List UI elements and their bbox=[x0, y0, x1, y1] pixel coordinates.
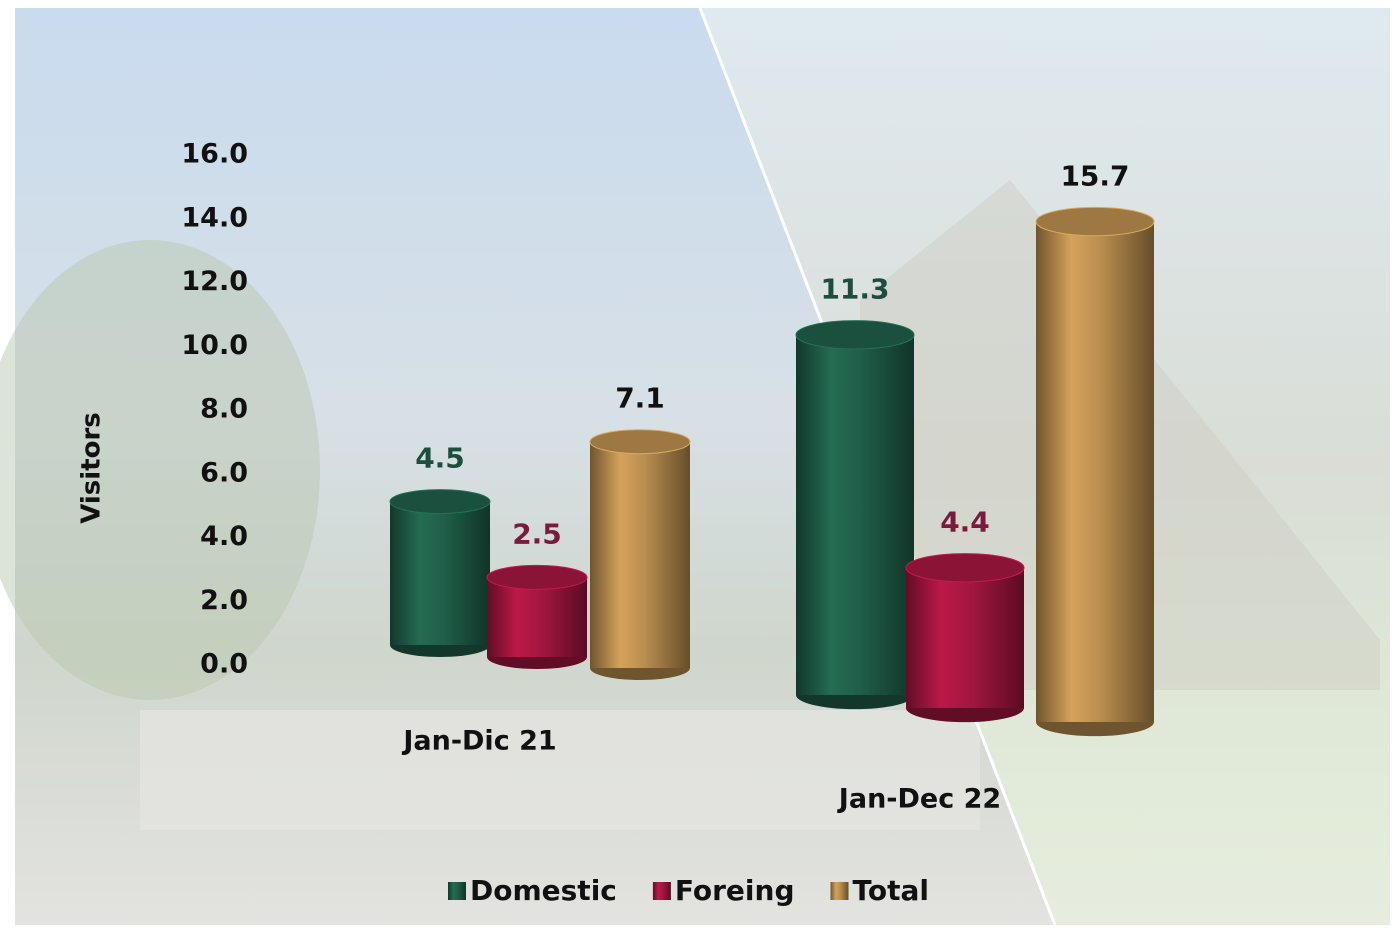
bar bbox=[487, 577, 587, 657]
bar bbox=[390, 501, 490, 645]
y-tick-label: 4.0 bbox=[200, 521, 248, 552]
bar bbox=[906, 567, 1024, 708]
value-label: 4.4 bbox=[940, 506, 990, 539]
bar bbox=[1036, 221, 1154, 722]
y-tick-label: 12.0 bbox=[181, 266, 248, 297]
bar-top bbox=[389, 489, 491, 515]
legend-swatch bbox=[652, 882, 671, 900]
bar bbox=[796, 334, 914, 695]
value-label: 4.5 bbox=[415, 442, 465, 475]
y-tick-label: 10.0 bbox=[181, 330, 248, 361]
y-tick-label: 6.0 bbox=[200, 457, 248, 488]
bar-top bbox=[1035, 206, 1155, 237]
x-tick-label: Jan-Dic 21 bbox=[401, 726, 556, 757]
bar-top bbox=[795, 320, 915, 350]
y-tick-label: 0.0 bbox=[200, 649, 248, 680]
legend-label: Domestic bbox=[470, 874, 617, 907]
museum-sign bbox=[140, 710, 980, 830]
y-tick-label: 2.0 bbox=[200, 585, 248, 616]
legend-label: Total bbox=[853, 874, 930, 907]
bar-top bbox=[589, 429, 691, 455]
y-axis-label: Visitors bbox=[77, 412, 107, 524]
bar-top bbox=[486, 564, 588, 590]
value-label: 2.5 bbox=[512, 517, 562, 550]
bar bbox=[590, 441, 690, 668]
legend-swatch bbox=[830, 882, 849, 900]
value-label: 7.1 bbox=[615, 382, 665, 415]
x-tick-label: Jan-Dec 22 bbox=[837, 784, 1001, 815]
legend: Domestic Foreing Total bbox=[448, 874, 929, 907]
value-label: 15.7 bbox=[1060, 159, 1129, 192]
bar-top bbox=[905, 553, 1025, 583]
background-left bbox=[15, 8, 1055, 925]
value-label: 11.3 bbox=[820, 273, 889, 306]
legend-swatch bbox=[448, 882, 466, 900]
y-tick-label: 16.0 bbox=[181, 139, 248, 170]
legend-label: Foreing bbox=[675, 874, 795, 907]
trees bbox=[0, 240, 320, 700]
y-tick-label: 14.0 bbox=[181, 202, 248, 233]
y-tick-label: 8.0 bbox=[200, 394, 248, 425]
